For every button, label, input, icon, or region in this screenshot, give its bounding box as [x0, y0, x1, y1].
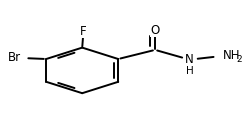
Text: O: O: [150, 24, 160, 37]
Text: 2: 2: [236, 55, 242, 64]
Text: NH: NH: [223, 49, 240, 62]
Text: Br: Br: [8, 51, 21, 64]
Text: H: H: [186, 66, 194, 76]
Text: F: F: [80, 25, 87, 38]
Text: N: N: [185, 53, 194, 66]
